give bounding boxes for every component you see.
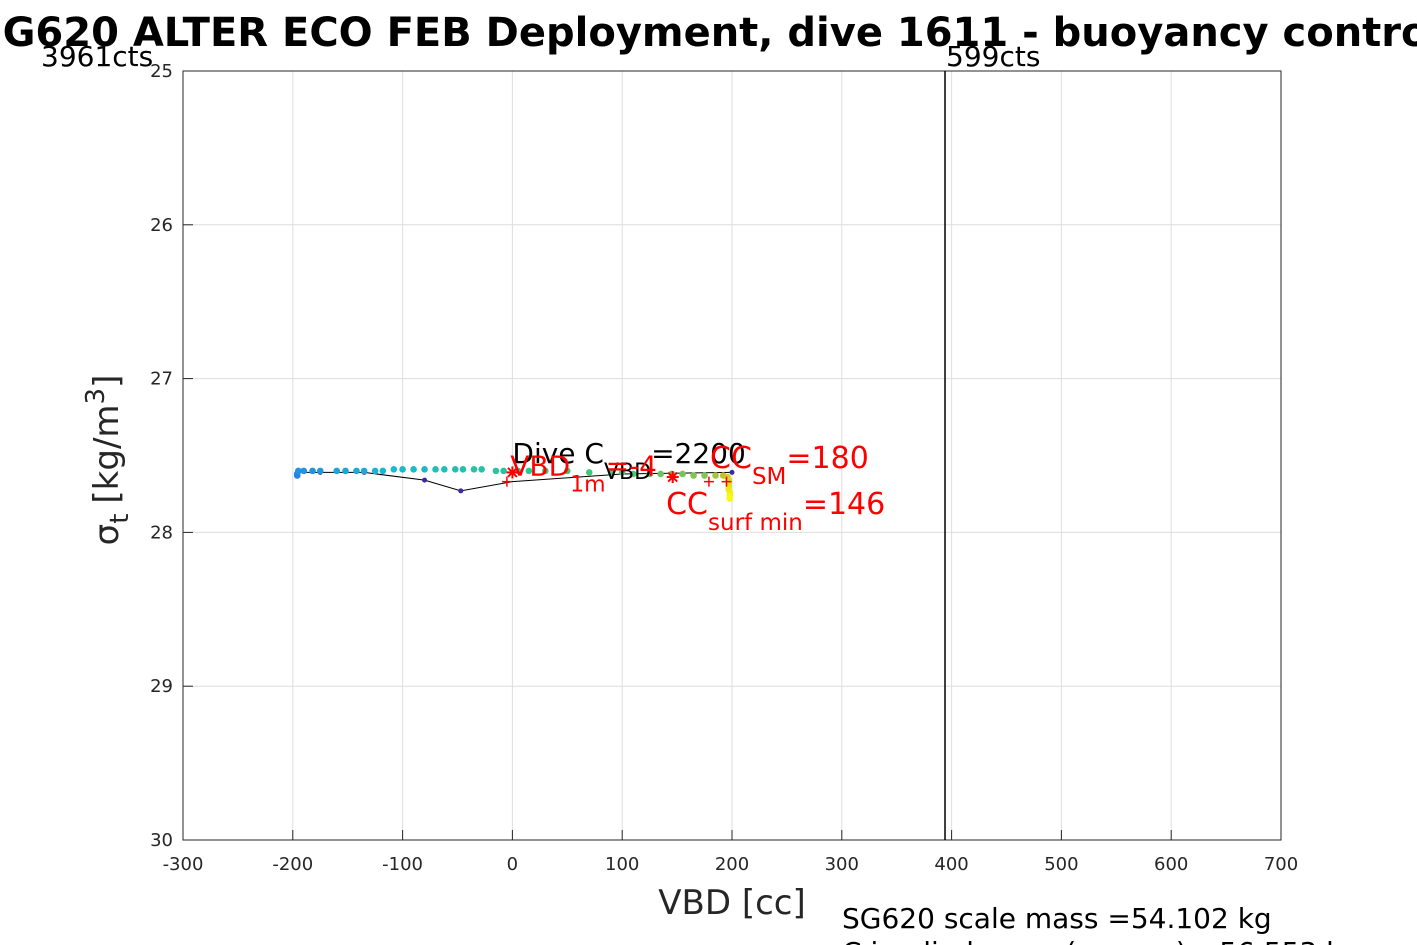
data-point [379,467,387,475]
y-axis-label-sup: 3 [81,388,111,405]
scale-mass-note: SG620 scale mass =54.102 kg [842,902,1272,935]
data-point [371,467,379,475]
data-point [657,470,664,478]
data-point [690,472,697,479]
x-tick-label: -200 [272,854,313,875]
data-point [459,466,467,473]
chart-title: SG620 ALTER ECO FEB Deployment, dive 161… [0,10,1417,56]
data-point [701,472,708,479]
data-point [300,467,308,475]
plus-marker [721,476,732,487]
cc-sm-annotation: CCSM=180 [710,441,869,490]
data-point [542,467,549,475]
data-point [432,466,439,473]
data-point [309,467,316,475]
data-point [316,467,324,475]
data-point [618,469,626,476]
x-tick-label: 500 [1044,854,1078,875]
asterisk-marker [506,466,519,479]
x-tick-labels: -300 -200 -100 0 100 200 300 400 500 600 700 [163,830,1298,875]
data-point [294,467,302,475]
y-tick-label: 25 [150,61,173,82]
y-tick-labels: 25 26 27 28 29 30 [150,61,193,851]
y-axis-label-sub: t [105,514,135,524]
x-tick-label: 300 [825,854,859,875]
data-point [564,467,571,475]
data-point [478,466,485,473]
reference-markers [501,466,732,487]
data-point [500,467,507,475]
y-axis-label-sigma: σ [87,524,127,546]
asterisk-marker [666,471,679,484]
x-tick-label: 700 [1264,854,1298,875]
y-tick-label: 26 [150,215,173,236]
data-point [585,469,593,476]
x-tick-label: -100 [382,854,423,875]
data-point [726,495,734,502]
y-tick-label: 29 [150,676,173,697]
data-point [390,466,398,473]
data-point [679,470,686,478]
data-point [399,466,406,473]
data-point [360,467,368,475]
y-tick-label: 30 [150,830,173,851]
data-point [353,467,360,475]
data-point [492,467,500,475]
data-point [629,470,637,478]
flight-model-point [458,488,464,494]
data-point [342,467,349,475]
dive-c-vbd-annotation: Dive CVBD=2200 [512,437,745,485]
flight-model-point [422,477,428,483]
x-tick-label: 400 [934,854,968,875]
y-axis-label-close: ] [87,375,127,388]
data-point [421,466,428,473]
data-point [646,470,653,478]
plus-marker [703,476,714,487]
data-point [441,466,448,473]
y-tick-label: 28 [150,522,173,543]
flight-model-point [729,469,735,475]
plus-marker [501,476,512,487]
y-axis-label-unit: [kg/m [87,404,127,503]
y-axis-label: σt [kg/m3] [81,375,135,546]
data-point [470,466,478,473]
data-point [607,469,615,476]
flight-model-path [297,471,733,492]
data-point [333,467,341,475]
x-tick-label: 100 [605,854,639,875]
implied-mass-note: C implied mass (opscon) =56.553 kg [842,936,1360,945]
corner-left-counts: 3961cts [41,40,153,73]
y-tick-label: 27 [150,369,173,390]
vbd-1m-annotation: VBD1m=-4 [510,449,657,497]
corner-right-counts: 599cts [946,40,1040,73]
data-point [712,472,719,479]
x-tick-label: 0 [507,854,518,875]
data-point [525,467,533,475]
x-tick-label: 600 [1154,854,1188,875]
x-tick-label: 200 [715,854,749,875]
data-point [410,466,417,473]
x-tick-label: -300 [163,854,204,875]
x-axis-label: VBD [cc] [658,883,806,923]
cc-surf-min-annotation: CCsurf min=146 [666,487,885,536]
data-point [452,466,459,473]
